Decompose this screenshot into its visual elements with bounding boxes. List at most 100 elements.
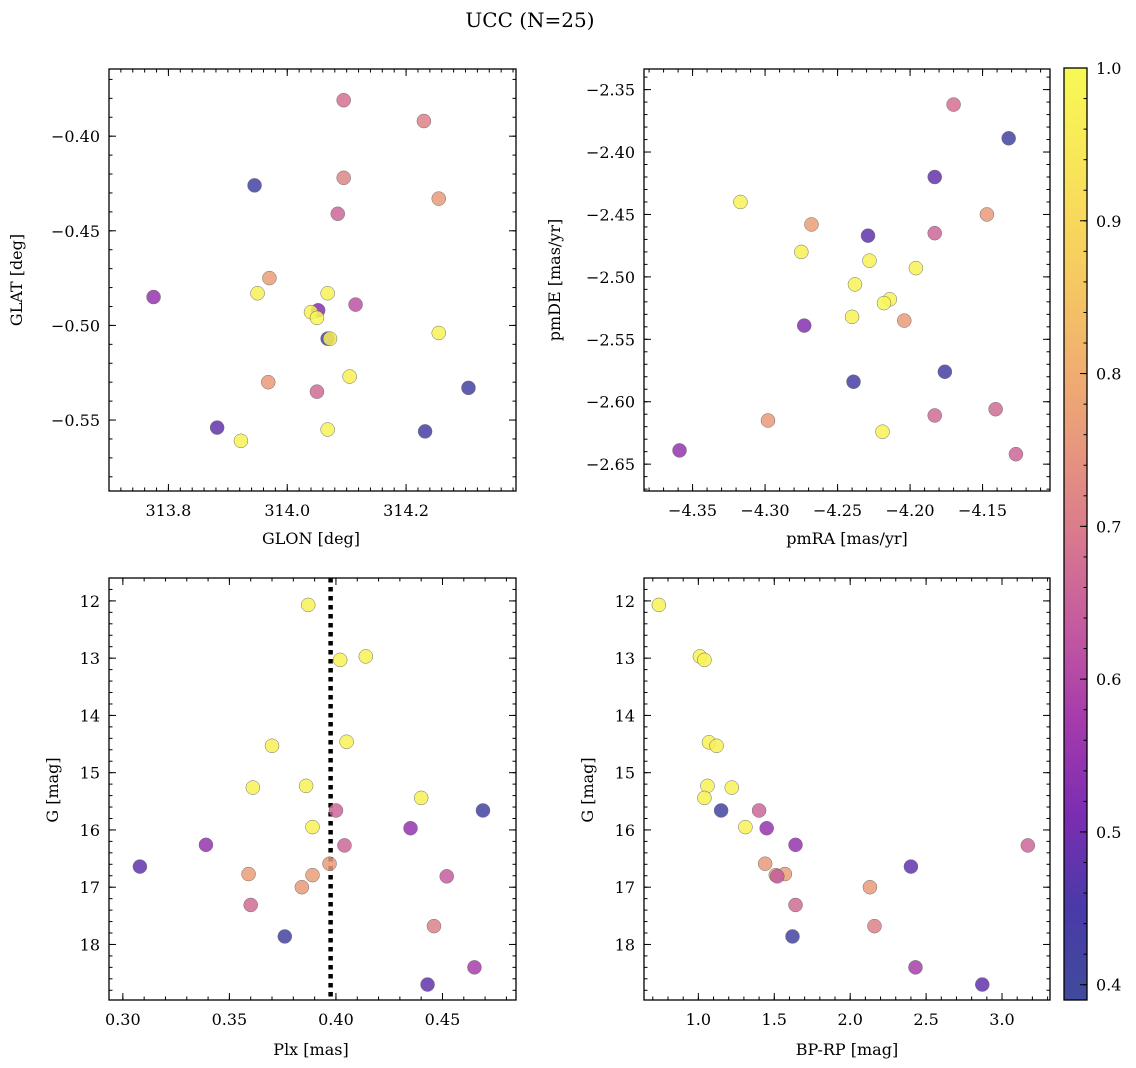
- scatter-point: [988, 401, 1003, 417]
- scatter-point: [1008, 446, 1024, 462]
- proper-motion-scatter-panel: −4.35 −4.30 −4.25 −4.20 −4.15 −2.35 −2.40 −2.45…: [545, 68, 1051, 548]
- y-tick-label: 16: [80, 821, 100, 840]
- y-axis-label: G [mag]: [578, 757, 597, 822]
- y-tick-label: −0.45: [51, 222, 100, 241]
- scatter-point: [320, 422, 335, 437]
- scatter-point: [875, 424, 890, 439]
- scatter-point: [788, 837, 803, 853]
- scatter-point: [751, 803, 767, 818]
- x-tick-label: 3.0: [989, 1010, 1014, 1029]
- x-tick-label: 2.0: [837, 1010, 862, 1029]
- scatter-point: [132, 859, 148, 874]
- scatter-point: [358, 649, 374, 664]
- scatter-point: [979, 207, 995, 222]
- x-tick-label: 0.40: [318, 1010, 354, 1029]
- scatter-point: [243, 897, 258, 913]
- x-tick-label: 314.2: [383, 501, 429, 520]
- x-tick-label: −4.20: [886, 501, 935, 520]
- scatter-point: [760, 413, 776, 428]
- scatter-point: [262, 270, 277, 286]
- scatter-point: [198, 837, 214, 853]
- y-tick-label: −2.35: [586, 81, 635, 100]
- scatter-point: [417, 424, 433, 439]
- scatter-point: [461, 380, 476, 396]
- scatter-point: [336, 170, 351, 186]
- x-tick-label: −4.25: [813, 501, 862, 520]
- scatter-point: [322, 331, 338, 346]
- y-tick-label: −0.50: [51, 316, 100, 335]
- glon-glat-scatter-panel: 313.8 314.0 314.2 −0.40 −0.45 −0.50 −0.55 GLON …: [7, 68, 517, 548]
- y-tick-label: −0.40: [51, 127, 100, 146]
- x-tick-label: 0.35: [212, 1010, 248, 1029]
- scatter-point: [788, 897, 803, 913]
- scatter-point: [294, 879, 310, 895]
- y-tick-label: −2.65: [586, 455, 635, 474]
- colorbar: 0.4 0.5 0.6 0.7 0.8 0.9 1.0: [1063, 59, 1121, 1001]
- scatter-point: [672, 443, 687, 458]
- x-tick-label: −4.30: [741, 501, 790, 520]
- scatter-point: [908, 960, 923, 975]
- colorbar-ticks: 0.4 0.5 0.6 0.7 0.8 0.9 1.0: [1080, 59, 1121, 995]
- y-tick-label: 12: [80, 592, 100, 611]
- y-tick-label: 18: [615, 935, 635, 954]
- scatter-point: [709, 738, 724, 754]
- scatter-point: [927, 225, 942, 241]
- y-tick-label: 12: [615, 592, 635, 611]
- scatter-point: [416, 113, 432, 129]
- x-tick-label: 313.8: [146, 501, 192, 520]
- scatter-point: [431, 325, 447, 341]
- scatter-point: [794, 244, 809, 260]
- scatter-point: [738, 819, 753, 835]
- x-axis-label: BP-RP [mag]: [796, 1040, 898, 1059]
- scatter-point: [305, 819, 320, 835]
- scatter-point: [233, 433, 249, 449]
- colorbar-gradient: [1063, 67, 1088, 1001]
- colorbar-tick-label: 0.6: [1096, 670, 1121, 689]
- scatter-point: [309, 310, 325, 326]
- colorbar-tick-label: 0.8: [1096, 365, 1121, 384]
- scatter-point: [770, 869, 785, 884]
- x-tick-label: −4.15: [958, 501, 1007, 520]
- scatter-point: [298, 778, 314, 794]
- y-tick-label: 16: [615, 821, 635, 840]
- x-tick-label: 0.45: [425, 1010, 461, 1029]
- y-tick-label: 13: [80, 649, 100, 668]
- scatter-point: [342, 369, 357, 384]
- scatter-point: [946, 97, 961, 112]
- scatter-point: [336, 92, 351, 108]
- scatter-point: [413, 790, 429, 806]
- scatter-point: [862, 879, 878, 895]
- scatter-point: [264, 738, 280, 754]
- y-tick-label: −2.45: [586, 205, 635, 224]
- scatter-point: [937, 364, 953, 380]
- scatter-point: [927, 169, 942, 185]
- tick-marks: [644, 69, 1050, 491]
- colorbar-tick-label: 0.4: [1096, 976, 1121, 995]
- x-axis-label: GLON [deg]: [262, 529, 360, 548]
- scatter-point: [733, 194, 748, 210]
- colorbar-tick-label: 0.7: [1096, 517, 1121, 536]
- axes-frame: [643, 577, 1051, 1001]
- y-tick-label: 17: [80, 878, 100, 897]
- scatter-points: [146, 92, 476, 449]
- scatter-point: [426, 918, 442, 934]
- x-tick-label: 2.5: [913, 1010, 938, 1029]
- y-tick-label: −2.55: [586, 330, 635, 349]
- y-tick-label: 17: [615, 878, 635, 897]
- scatter-point: [277, 929, 293, 944]
- y-tick-label: 13: [615, 649, 635, 668]
- scatter-point: [651, 597, 667, 613]
- scatter-point: [337, 838, 352, 853]
- scatter-points: [651, 597, 1036, 992]
- x-tick-label: 1.0: [686, 1010, 711, 1029]
- scatter-point: [332, 652, 348, 668]
- y-tick-label: −0.55: [51, 411, 100, 430]
- scatter-point: [431, 191, 447, 206]
- axes-frame: [643, 68, 1051, 492]
- scatter-point: [975, 977, 990, 992]
- colorbar-tick-label: 1.0: [1096, 59, 1121, 78]
- x-tick-label: −4.35: [668, 501, 717, 520]
- scatter-point: [897, 313, 912, 328]
- x-axis-label: Plx [mas]: [273, 1040, 348, 1059]
- x-axis-label: pmRA [mas/yr]: [786, 529, 908, 548]
